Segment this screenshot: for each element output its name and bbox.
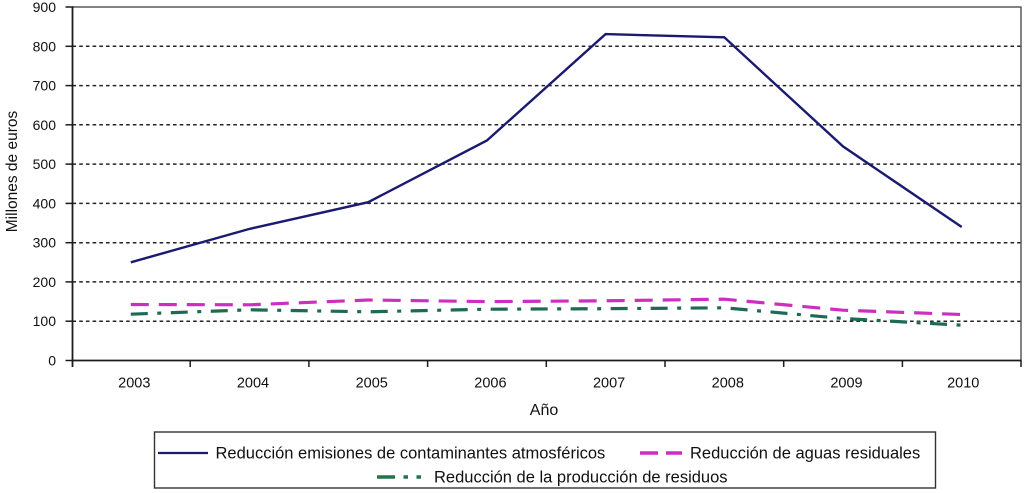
svg-text:Año: Año — [530, 402, 559, 419]
svg-text:600: 600 — [33, 117, 57, 133]
svg-text:2007: 2007 — [593, 376, 625, 392]
svg-text:100: 100 — [33, 313, 57, 329]
svg-text:2010: 2010 — [947, 376, 979, 392]
svg-text:700: 700 — [33, 78, 57, 94]
svg-text:0: 0 — [48, 353, 56, 369]
svg-text:Reducción de la producción de: Reducción de la producción de residuos — [434, 469, 728, 487]
svg-text:200: 200 — [33, 274, 57, 290]
svg-text:Reducción emisiones de contami: Reducción emisiones de contaminantes atm… — [216, 445, 606, 463]
svg-text:2003: 2003 — [118, 376, 150, 392]
svg-text:400: 400 — [33, 195, 57, 211]
svg-text:Reducción de aguas residuales: Reducción de aguas residuales — [690, 445, 920, 463]
svg-text:500: 500 — [33, 156, 57, 172]
svg-text:2009: 2009 — [830, 376, 862, 392]
svg-text:2004: 2004 — [237, 376, 269, 392]
svg-text:Millones de euros: Millones de euros — [4, 111, 21, 233]
svg-text:2008: 2008 — [712, 376, 744, 392]
svg-text:2006: 2006 — [474, 376, 506, 392]
svg-text:900: 900 — [33, 0, 57, 15]
svg-text:800: 800 — [33, 38, 57, 54]
svg-text:2005: 2005 — [356, 376, 388, 392]
svg-text:300: 300 — [33, 235, 57, 251]
